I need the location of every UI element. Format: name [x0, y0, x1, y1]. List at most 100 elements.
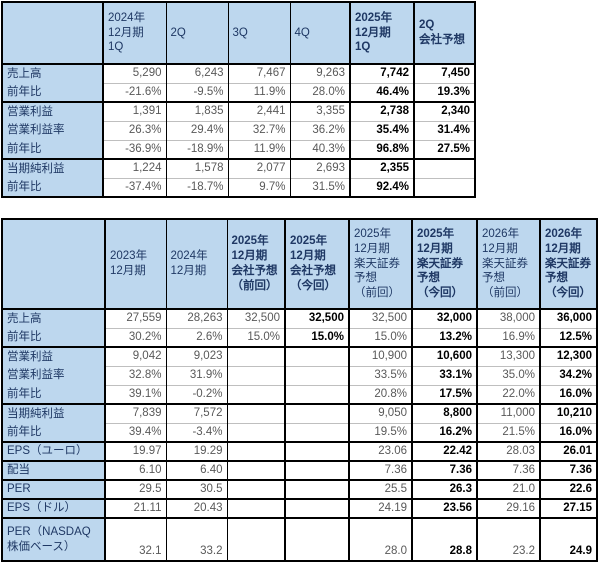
column-header: 2025年 12月期 1Q: [349, 2, 414, 65]
column-header: 2024年 12月期 1Q: [102, 2, 166, 65]
value-cell: 96.8%: [349, 139, 414, 159]
row-label: PER: [2, 479, 105, 499]
value-cell: 7.36: [476, 460, 540, 480]
value-cell: 36,000: [539, 308, 597, 328]
table-row: 前年比 39.1% -0.2% 20.8% 17.5% 22.0% 16.0%: [2, 384, 597, 404]
row-label: 前年比: [2, 423, 105, 442]
value-cell: 11,000: [476, 403, 540, 423]
value-cell: 22.42: [411, 441, 477, 461]
value-cell: 26.01: [539, 441, 597, 461]
value-cell: [284, 422, 349, 442]
value-cell: 7.36: [411, 460, 477, 480]
value-cell: 32.8%: [104, 365, 166, 385]
value-cell: 23.56: [411, 498, 477, 518]
value-cell: 35.4%: [349, 120, 414, 140]
value-cell: [284, 517, 349, 561]
table-row: EPS（ドル） 21.11 20.43 24.19 23.56 29.16 27.15: [2, 498, 597, 518]
annual-forecast-table: 2023年 12月期 2024年 12月期 2025年 12月期 会社予想 （前回）…: [1, 218, 598, 562]
value-cell: 27.5%: [413, 139, 475, 159]
row-label: 前年比: [2, 328, 105, 347]
value-cell: 32,500: [348, 308, 412, 328]
value-cell: [226, 384, 285, 404]
value-cell: 17.5%: [411, 384, 477, 404]
table-row: 前年比 39.4% -3.4% 19.5% 16.2% 21.5% 16.0%: [2, 422, 597, 442]
value-cell: 3,355: [289, 101, 350, 121]
row-label: 前年比: [2, 83, 103, 102]
value-cell: 15.0%: [226, 327, 285, 347]
value-cell: 20.43: [165, 498, 227, 518]
value-cell: 21.0: [476, 479, 540, 499]
value-cell: 22.0%: [476, 384, 540, 404]
value-cell: 1,578: [165, 158, 228, 178]
row-label: 営業利益率: [2, 366, 105, 385]
value-cell: 11.9%: [227, 82, 290, 102]
corner-cell: [1, 2, 103, 65]
value-cell: [284, 498, 349, 518]
value-cell: 26.3: [411, 479, 477, 499]
row-label: 前年比: [2, 385, 105, 404]
value-cell: 40.3%: [289, 139, 350, 159]
value-cell: 23.06: [348, 441, 412, 461]
table-row: 営業利益 1,391 1,835 2,441 3,355 2,738 2,340: [2, 101, 475, 121]
value-cell: 20.8%: [348, 384, 412, 404]
value-cell: 92.4%: [349, 177, 414, 197]
value-cell: 9,042: [104, 346, 166, 366]
quarterly-results-table: 2024年 12月期 1Q 2Q 3Q 4Q 2025年 12月期 1Q 2Q 会社予想売…: [1, 1, 476, 198]
value-cell: 24.9: [539, 517, 597, 561]
corner-cell: [1, 219, 105, 310]
value-cell: 34.2%: [539, 365, 597, 385]
row-label: 営業利益率: [2, 121, 103, 140]
value-cell: 28.0%: [289, 82, 350, 102]
value-cell: 6,243: [165, 63, 228, 83]
value-cell: 19.97: [104, 441, 166, 461]
value-cell: 6.40: [165, 460, 227, 480]
value-cell: 31.9%: [165, 365, 227, 385]
value-cell: 7,572: [165, 403, 227, 423]
column-header: 2025年 12月期 楽天証券 予想 （前回）: [348, 219, 412, 310]
table-row: 前年比 -37.4% -18.7% 9.7% 31.5% 92.4%: [2, 177, 475, 197]
value-cell: [284, 479, 349, 499]
value-cell: 19.29: [165, 441, 227, 461]
value-cell: 7.36: [539, 460, 597, 480]
value-cell: 16.9%: [476, 327, 540, 347]
value-cell: [284, 365, 349, 385]
value-cell: 32,000: [411, 308, 477, 328]
row-label: 当期純利益: [2, 158, 103, 178]
value-cell: 2,738: [349, 101, 414, 121]
value-cell: 2,077: [227, 158, 290, 178]
value-cell: 15.0%: [284, 327, 349, 347]
value-cell: 25.5: [348, 479, 412, 499]
value-cell: 15.0%: [348, 327, 412, 347]
value-cell: -0.2%: [165, 384, 227, 404]
value-cell: 29.4%: [165, 120, 228, 140]
value-cell: 2,355: [349, 158, 414, 178]
value-cell: [284, 441, 349, 461]
value-cell: 16.0%: [539, 384, 597, 404]
value-cell: 32.1: [104, 517, 166, 561]
table-row: 売上高 27,559 28,263 32,500 32,500 32,500 32,000 3…: [2, 308, 597, 328]
value-cell: 16.0%: [539, 422, 597, 442]
value-cell: [226, 498, 285, 518]
value-cell: 32.7%: [227, 120, 290, 140]
row-label: 配当: [2, 460, 105, 480]
value-cell: 26.3%: [102, 120, 166, 140]
column-header: 2025年 12月期 会社予想 （前回）: [226, 219, 285, 310]
value-cell: 13,300: [476, 346, 540, 366]
row-label: PER（NASDAQ株価ベース）: [2, 517, 105, 561]
value-cell: 2,340: [413, 101, 475, 121]
value-cell: 38,000: [476, 308, 540, 328]
column-header: 2Q 会社予想: [413, 2, 475, 65]
column-header: 4Q: [289, 2, 350, 65]
value-cell: -18.7%: [165, 177, 228, 197]
value-cell: -18.9%: [165, 139, 228, 159]
value-cell: [226, 422, 285, 442]
value-cell: 7,742: [349, 63, 414, 83]
value-cell: 29.16: [476, 498, 540, 518]
value-cell: 23.2: [476, 517, 540, 561]
value-cell: 27,559: [104, 308, 166, 328]
value-cell: 32,500: [284, 308, 349, 328]
value-cell: 1,224: [102, 158, 166, 178]
value-cell: 30.2%: [104, 327, 166, 347]
row-label: 売上高: [2, 308, 105, 328]
table-row: 配当 6.10 6.40 7.36 7.36 7.36 7.36: [2, 460, 597, 480]
